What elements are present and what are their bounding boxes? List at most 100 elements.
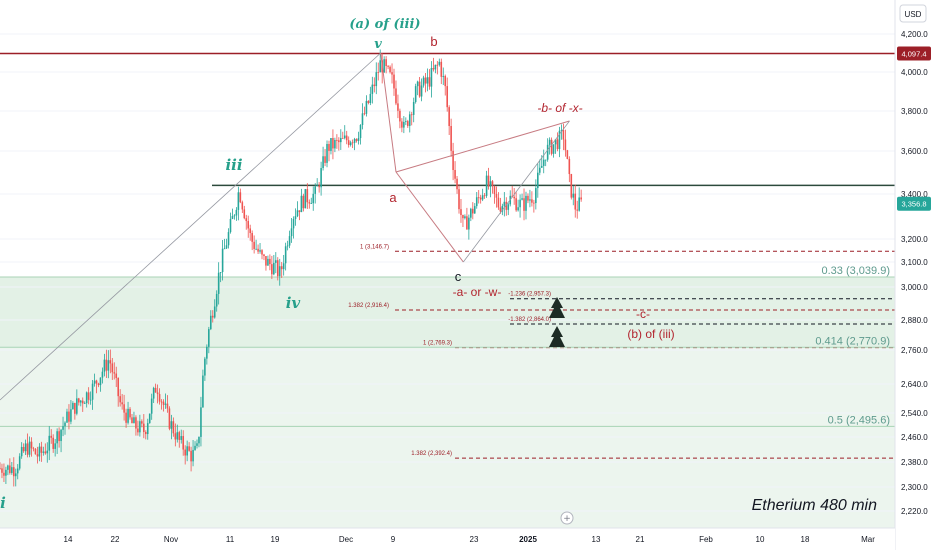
currency-badge[interactable]: USD bbox=[899, 4, 927, 23]
candle-body bbox=[558, 130, 561, 150]
candle-body bbox=[491, 181, 494, 187]
candle-body bbox=[531, 199, 533, 203]
candle-body bbox=[121, 402, 123, 405]
candle-body bbox=[184, 449, 186, 456]
candle-body bbox=[572, 193, 575, 198]
candle-body bbox=[178, 432, 181, 440]
candle-body bbox=[505, 201, 508, 210]
candle-body bbox=[343, 135, 346, 139]
candle-body bbox=[493, 186, 496, 195]
wave-labels: (a) of (iii) v iii iv i b a c -b- of -x-… bbox=[0, 17, 675, 512]
candle-body bbox=[83, 403, 86, 404]
candle-body bbox=[489, 181, 492, 187]
candle-body bbox=[355, 138, 358, 141]
candle-body bbox=[375, 72, 378, 87]
time-tick-label: 18 bbox=[801, 535, 810, 544]
candle-body bbox=[332, 138, 334, 149]
candle-body bbox=[560, 129, 563, 131]
candle-body bbox=[186, 446, 188, 456]
candle-body bbox=[566, 150, 569, 159]
wave-line[interactable] bbox=[395, 171, 464, 263]
candle-body bbox=[87, 392, 90, 400]
candle-body bbox=[473, 206, 476, 214]
candle-body bbox=[44, 451, 47, 454]
candle-body bbox=[223, 248, 226, 250]
candle-body bbox=[74, 402, 76, 414]
candle-body bbox=[168, 408, 171, 429]
candle-body bbox=[174, 433, 177, 440]
candle-body bbox=[401, 121, 403, 128]
candle-body bbox=[269, 258, 271, 265]
candle-body bbox=[377, 72, 380, 74]
candle-body bbox=[1, 468, 3, 473]
candle-body bbox=[308, 202, 311, 204]
candle-body bbox=[79, 400, 82, 403]
candle-body bbox=[105, 359, 108, 371]
price-tick-label: 4,000.0 bbox=[901, 68, 928, 77]
candle-body bbox=[330, 138, 332, 151]
candle-body bbox=[261, 250, 263, 255]
candle-body bbox=[422, 77, 425, 86]
candle-body bbox=[340, 137, 342, 143]
candle-body bbox=[156, 392, 159, 395]
candle-body bbox=[62, 426, 64, 430]
price-badge bbox=[897, 196, 931, 211]
candle-body bbox=[152, 387, 155, 399]
candle-body bbox=[40, 446, 43, 453]
candle-body bbox=[477, 197, 480, 199]
candle-body bbox=[353, 138, 356, 143]
candle-body bbox=[322, 156, 324, 169]
price-tick-label: 2,300.0 bbox=[901, 483, 928, 492]
candle-body bbox=[341, 137, 344, 139]
candle-body bbox=[521, 198, 523, 200]
candle-body bbox=[416, 81, 419, 87]
scroll-to-realtime-button[interactable]: + bbox=[560, 511, 574, 525]
candle-body bbox=[481, 195, 484, 200]
candle-body bbox=[288, 236, 291, 246]
candle-body bbox=[316, 185, 318, 187]
price-badge-text: 3,356.8 bbox=[901, 200, 926, 209]
candle-body bbox=[318, 185, 320, 188]
candle-body bbox=[154, 387, 157, 393]
trend-line[interactable] bbox=[0, 52, 381, 401]
candle-body bbox=[11, 467, 13, 473]
fib-level-label: 1.382 (2,916.4) bbox=[348, 303, 389, 309]
candle-body bbox=[296, 210, 299, 217]
time-axis[interactable] bbox=[0, 528, 895, 550]
candle-body bbox=[89, 399, 92, 401]
candle-body bbox=[304, 189, 307, 209]
candle-body bbox=[403, 121, 405, 128]
price-tick-label: 3,800.0 bbox=[901, 107, 928, 116]
candle-body bbox=[300, 195, 303, 213]
candle-body bbox=[95, 380, 98, 384]
candle-body bbox=[363, 113, 366, 115]
candle-body bbox=[271, 264, 273, 275]
candle-body bbox=[336, 139, 338, 141]
time-axis-ticks: 14 22 Nov 11 19 Dec 9 23 2025 13 21 Feb 10 18 Mar bbox=[64, 535, 876, 544]
candle-body bbox=[485, 175, 488, 196]
candle-body bbox=[399, 110, 401, 122]
candle-body bbox=[198, 436, 200, 444]
price-tick-label: 3,000.0 bbox=[901, 283, 928, 292]
price-tick-label: 2,640.0 bbox=[901, 380, 928, 389]
price-axis[interactable] bbox=[895, 0, 932, 550]
wave-line[interactable] bbox=[462, 120, 570, 263]
candle-body bbox=[164, 403, 167, 405]
tree-icon bbox=[549, 297, 565, 318]
candle-body bbox=[410, 114, 413, 116]
tree-icon bbox=[549, 326, 565, 347]
wave-line[interactable] bbox=[395, 120, 570, 173]
candle-body bbox=[251, 233, 253, 242]
candle-body bbox=[243, 209, 246, 219]
candle-body bbox=[135, 417, 137, 429]
candlesticks bbox=[0, 49, 582, 487]
candle-body bbox=[527, 195, 529, 201]
candle-body bbox=[499, 207, 502, 212]
candle-body bbox=[150, 398, 153, 414]
candle-body bbox=[78, 398, 80, 403]
candle-body bbox=[556, 139, 559, 150]
candle-body bbox=[501, 205, 504, 212]
wave-line[interactable] bbox=[380, 52, 397, 173]
candle-body bbox=[46, 450, 49, 454]
